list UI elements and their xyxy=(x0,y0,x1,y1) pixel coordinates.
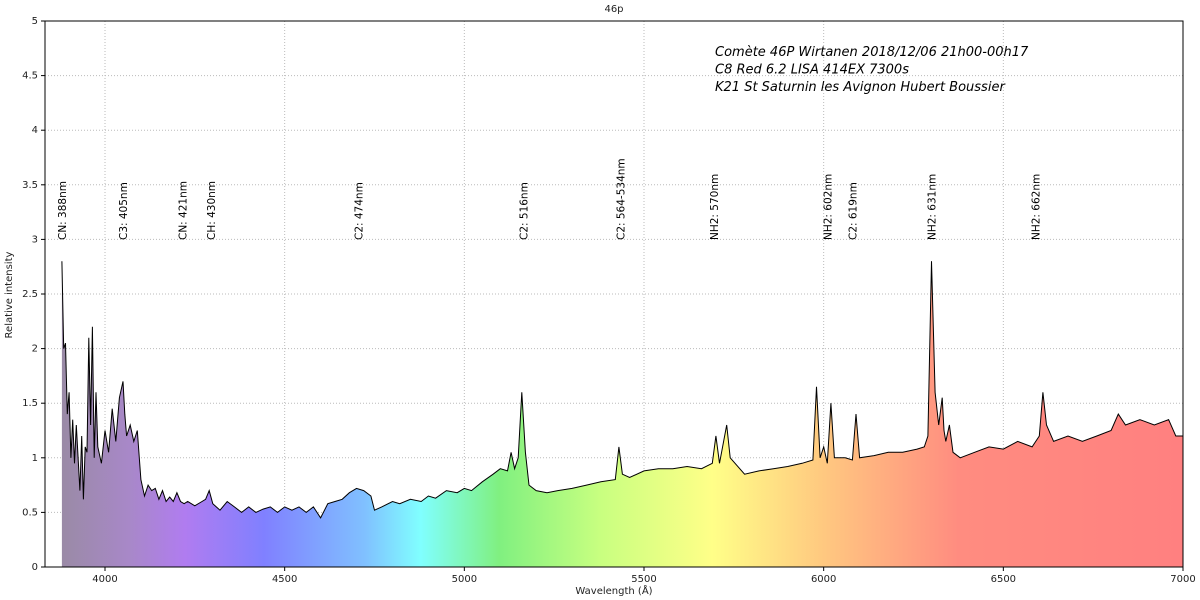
y-tick-label: 2.5 xyxy=(22,289,38,300)
line-annotation: NH2: 631nm xyxy=(926,174,938,240)
x-tick-label: 6500 xyxy=(991,574,1016,585)
note-line: K21 St Saturnin les Avignon Hubert Bouss… xyxy=(715,80,1006,95)
x-axis-label: Wavelength (Å) xyxy=(575,584,652,597)
spectrum-line xyxy=(61,261,1183,519)
line-annotation: C2: 474nm xyxy=(353,182,365,240)
line-annotation: C2: 564-534nm xyxy=(616,158,628,240)
y-axis-label: Relative intensity xyxy=(4,251,15,338)
x-tick-label: 4000 xyxy=(92,574,117,585)
chart-title: 46p xyxy=(604,4,623,15)
x-tick-label: 5000 xyxy=(452,574,477,585)
line-annotation: C3: 405nm xyxy=(118,182,130,240)
spectrum-area xyxy=(61,261,1183,567)
line-annotation: NH2: 602nm xyxy=(822,174,834,240)
plot-frame xyxy=(44,20,1184,568)
line-annotation: C2: 619nm xyxy=(847,182,859,240)
line-annotation: CN: 421nm xyxy=(177,181,189,240)
x-tick-label: 6000 xyxy=(811,574,836,585)
y-tick-label: 3.5 xyxy=(22,180,38,191)
y-tick-label: 0 xyxy=(32,562,38,573)
y-tick-label: 1.5 xyxy=(22,398,38,409)
y-tick-label: 3 xyxy=(32,234,38,245)
line-annotation: CN: 388nm xyxy=(57,181,69,240)
x-tick-label: 5500 xyxy=(631,574,656,585)
y-tick-label: 5 xyxy=(32,16,38,27)
x-tick-label: 7000 xyxy=(1170,574,1195,585)
x-tick-label: 4500 xyxy=(272,574,297,585)
line-annotation: NH2: 662nm xyxy=(1031,174,1043,240)
line-annotation: CH: 430nm xyxy=(206,181,218,240)
note-line: C8 Red 6.2 LISA 414EX 7300s xyxy=(715,63,909,78)
y-tick-label: 0.5 xyxy=(22,507,38,518)
y-tick-label: 1 xyxy=(32,453,38,464)
line-annotation: C2: 516nm xyxy=(519,182,531,240)
line-annotation: NH2: 570nm xyxy=(709,174,721,240)
y-tick-label: 4.5 xyxy=(22,71,38,82)
note-line: Comète 46P Wirtanen 2018/12/06 21h00-00h… xyxy=(715,45,1029,60)
y-tick-label: 4 xyxy=(32,125,38,136)
y-tick-label: 2 xyxy=(32,344,38,355)
